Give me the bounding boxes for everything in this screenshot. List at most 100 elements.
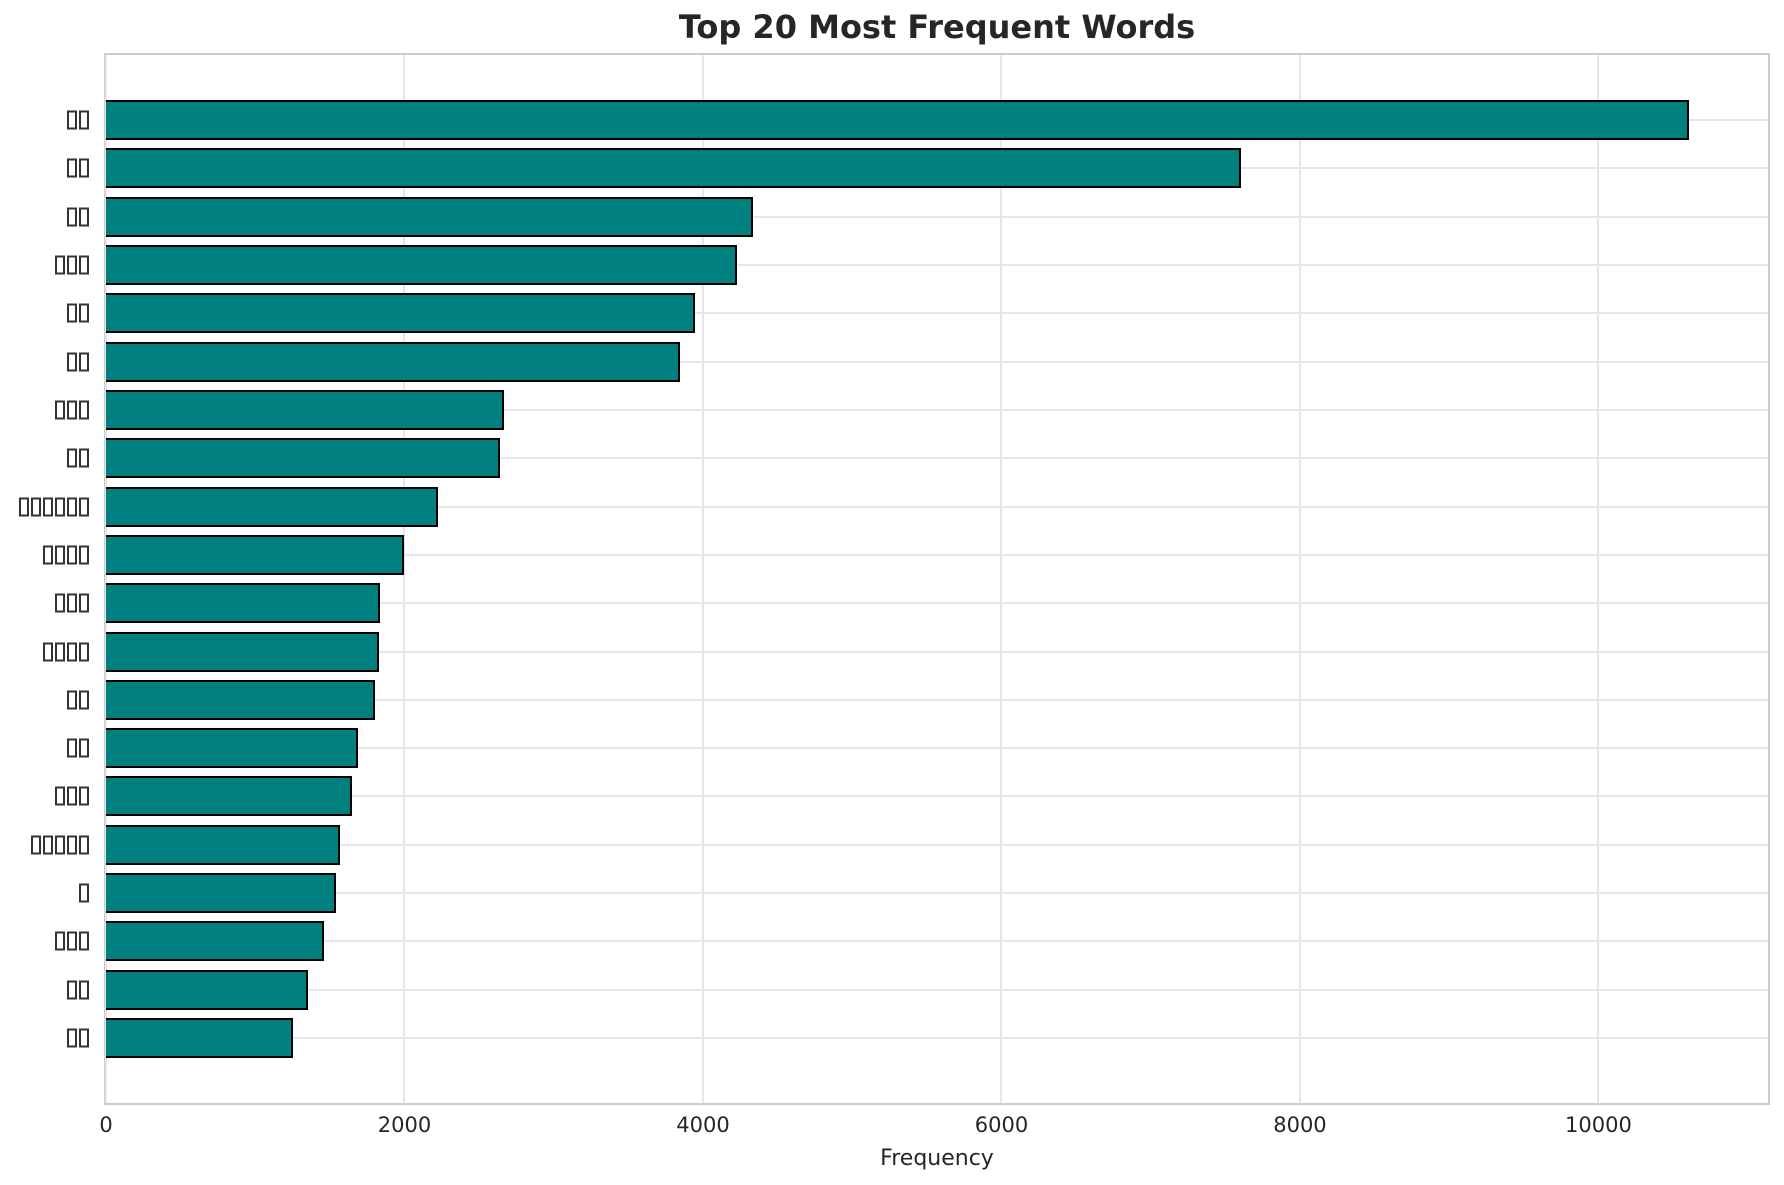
missing-glyph-box [43,497,53,517]
bar [106,438,500,479]
bar [106,728,358,769]
missing-glyph-box [67,352,77,372]
missing-glyph-box [55,593,65,613]
missing-glyph-box [55,786,65,806]
bar [106,873,336,914]
missing-glyph-box [67,1028,77,1048]
missing-glyph-box [79,1028,89,1048]
bar [106,969,308,1010]
missing-glyph-box [55,642,65,662]
x-tick-label: 8000 [1273,1113,1327,1137]
missing-glyph-box [67,448,77,468]
horizontal-gridline [106,312,1768,315]
y-tick-label [67,738,89,758]
vertical-gridline [701,55,704,1103]
missing-glyph-box [67,110,77,130]
y-tick-label [67,158,89,178]
horizontal-gridline [106,263,1768,266]
missing-glyph-box [79,883,89,903]
horizontal-gridline [106,988,1768,991]
missing-glyph-box [79,642,89,662]
missing-glyph-box [79,545,89,565]
missing-glyph-box [79,255,89,275]
bar [106,148,1241,189]
bar [106,244,737,285]
y-tick-label [67,207,89,227]
bar [106,921,324,962]
horizontal-gridline [106,892,1768,895]
y-tick-label [43,545,89,565]
bar [106,824,340,865]
vertical-gridline [1298,55,1301,1103]
missing-glyph-box [55,835,65,855]
horizontal-gridline [106,360,1768,363]
missing-glyph-box [79,303,89,323]
missing-glyph-box [79,931,89,951]
missing-glyph-box [19,497,29,517]
missing-glyph-box [79,835,89,855]
bar [106,776,352,817]
bar [106,100,1689,140]
missing-glyph-box [67,158,77,178]
missing-glyph-box [43,545,53,565]
missing-glyph-box [55,545,65,565]
y-tick-label [67,1028,89,1048]
plot-area [104,53,1770,1105]
x-tick-label: 6000 [974,1113,1029,1137]
vertical-gridline [1597,55,1600,1103]
vertical-gridline [1000,55,1003,1103]
bar [106,486,438,527]
missing-glyph-box [79,497,89,517]
bar [106,389,504,430]
horizontal-gridline [106,602,1768,605]
bar [106,679,375,720]
y-tick-label [67,352,89,372]
y-tick-label [43,642,89,662]
bar [106,583,380,624]
missing-glyph-box [31,497,41,517]
missing-glyph-box [67,786,77,806]
y-tick-label [67,303,89,323]
x-tick-label: 10000 [1565,1113,1632,1137]
missing-glyph-box [67,207,77,227]
x-tick-label: 4000 [676,1113,730,1137]
bar [106,293,695,334]
missing-glyph-box [67,303,77,323]
missing-glyph-box [67,497,77,517]
y-tick-label [31,835,89,855]
horizontal-gridline [106,215,1768,218]
missing-glyph-box [79,110,89,130]
missing-glyph-box [67,931,77,951]
y-tick-label [79,883,89,903]
y-tick-label [55,255,89,275]
missing-glyph-box [79,448,89,468]
vertical-gridline [403,55,406,1103]
horizontal-gridline [106,408,1768,411]
horizontal-gridline [106,650,1768,653]
x-tick-label: 2000 [377,1113,432,1137]
missing-glyph-box [79,690,89,710]
bar [106,631,379,672]
missing-glyph-box [67,738,77,758]
missing-glyph-box [55,400,65,420]
y-tick-label [55,786,89,806]
missing-glyph-box [67,255,77,275]
missing-glyph-box [67,642,77,662]
missing-glyph-box [79,207,89,227]
horizontal-gridline [106,747,1768,750]
missing-glyph-box [79,738,89,758]
horizontal-gridline [106,843,1768,846]
horizontal-gridline [106,1037,1768,1040]
bar [106,1018,293,1059]
bar [106,341,680,382]
y-tick-label [55,400,89,420]
horizontal-gridline [106,553,1768,556]
missing-glyph-box [67,690,77,710]
missing-glyph-box [55,255,65,275]
chart-title: Top 20 Most Frequent Words [678,8,1196,46]
missing-glyph-box [79,158,89,178]
missing-glyph-box [55,497,65,517]
missing-glyph-box [55,931,65,951]
missing-glyph-box [67,545,77,565]
